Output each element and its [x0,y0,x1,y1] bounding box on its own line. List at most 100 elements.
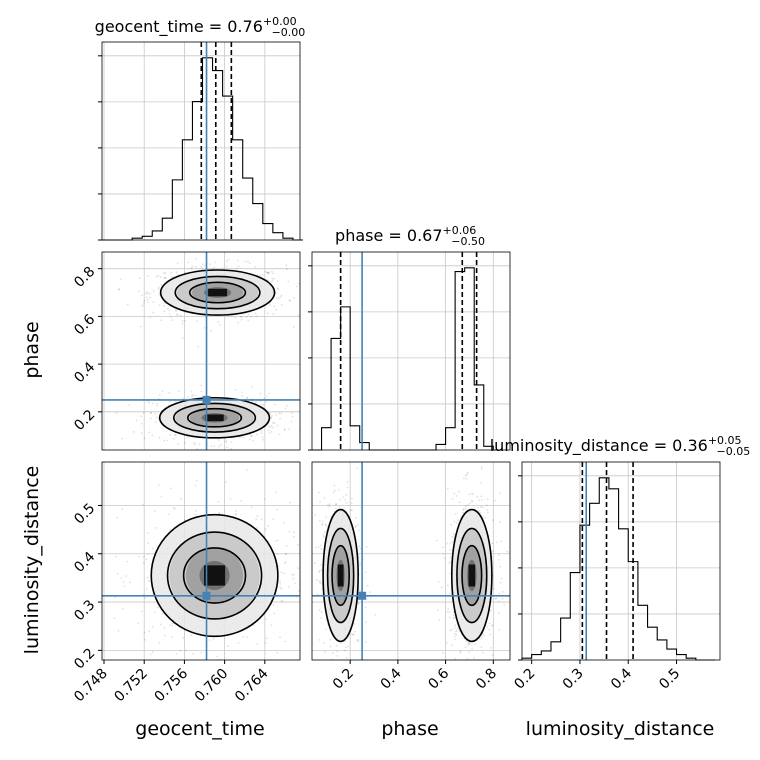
sample-point [256,433,259,436]
sample-point [276,508,278,511]
sample-point [279,586,281,589]
sample-point [357,639,360,641]
sample-point [442,552,445,555]
sample-point [449,629,452,632]
sample-point [276,553,279,556]
y-tick-label: 0.2 [71,645,98,672]
sample-point [285,264,288,267]
sample-point [455,495,458,497]
sample-point [142,302,145,305]
sample-point [175,271,178,274]
sample-point [296,544,299,546]
sample-point [297,314,300,317]
sample-point [458,490,461,493]
sample-point [480,499,483,501]
sample-point [192,442,195,444]
sample-point [177,442,180,445]
sample-point [277,565,280,568]
x-tick-label: 0.4 [378,665,405,692]
sample-point [500,577,503,580]
sample-point [452,614,455,617]
sample-point [297,567,300,570]
sample-point [318,571,320,573]
sample-point [292,577,295,580]
sample-point [140,294,143,297]
sample-point [469,502,471,505]
density-peak [337,564,344,587]
sample-point [454,512,457,515]
sample-point [157,286,160,289]
sample-point [225,265,228,268]
sample-point [218,512,221,514]
sample-point [456,627,459,630]
sample-point [234,388,237,391]
sample-point [220,443,222,446]
sample-point [342,663,344,665]
sample-point [262,403,265,406]
sample-point [128,581,131,584]
sample-point [164,276,167,279]
sample-point [447,608,450,610]
x-tick-label: 0.8 [473,666,500,693]
sample-point [496,541,498,544]
sample-point [278,433,281,436]
sample-point [498,521,501,523]
sample-point [194,443,197,446]
sample-point [471,648,473,650]
sample-point [147,301,150,304]
title-luminosity-distance-main: luminosity_distance = 0.36 [490,436,708,456]
sample-point [506,550,509,553]
sample-point [162,272,165,274]
sample-point [470,492,473,495]
sample-point [318,491,320,494]
sample-point [259,400,262,403]
title-geocent-time: geocent_time = 0.76+0.00 −0.00 [95,15,306,39]
sample-point [491,542,494,545]
sample-point [495,597,498,600]
sample-point [364,606,367,609]
sample-point [321,520,324,523]
sample-point [296,285,298,288]
sample-point [338,506,340,509]
sample-point [248,438,251,441]
sample-point [467,641,469,644]
sample-point [283,429,286,432]
sample-point [276,287,279,290]
sample-point [123,585,126,588]
sample-point [200,390,203,393]
sample-point [265,401,268,403]
sample-point [126,303,129,306]
sample-point [153,611,156,614]
sample-point [240,318,243,321]
sample-point [213,266,216,269]
sample-point [499,565,501,568]
sample-point [488,628,491,631]
sample-point [476,496,479,498]
sample-point [464,474,467,477]
sample-point [471,500,474,503]
x-tick-label: 0.4 [608,665,635,692]
sample-point [195,258,198,260]
sample-point [285,544,288,547]
sample-point [115,412,118,414]
sample-point [158,293,161,296]
sample-point [213,445,216,448]
y-tick-label: 0.2 [71,407,98,434]
sample-point [468,651,471,654]
sample-point [365,621,367,624]
density-luminosity_distance_vs_geocent_time [86,469,300,660]
sample-point [171,622,174,625]
sample-point [184,320,186,322]
sample-point [268,432,271,434]
sample-point [86,498,88,500]
sample-point [168,528,171,531]
sample-point [341,695,343,697]
sample-point [240,499,242,502]
contour-line [456,527,488,624]
sample-point [468,493,471,496]
sample-point [275,308,278,311]
sample-point [256,643,259,645]
sample-point [145,558,148,561]
sample-point [115,555,117,558]
